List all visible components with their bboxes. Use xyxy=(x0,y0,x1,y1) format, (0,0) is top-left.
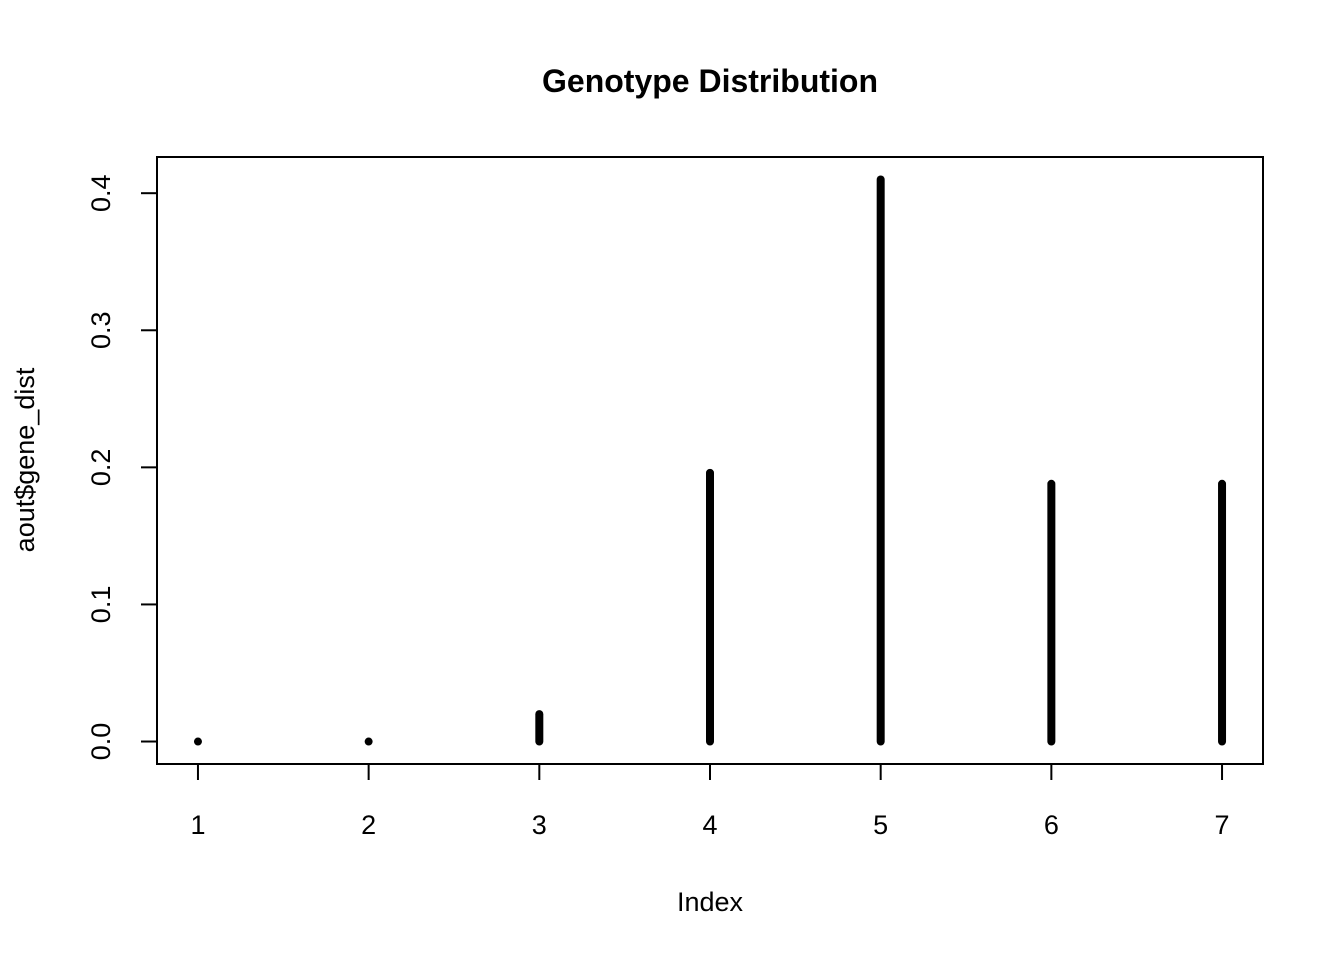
x-tick-label: 1 xyxy=(190,810,205,840)
chart-title: Genotype Distribution xyxy=(542,63,878,99)
x-tick-label: 3 xyxy=(532,810,547,840)
y-tick-label: 0.2 xyxy=(86,449,116,487)
y-tick-label: 0.0 xyxy=(86,723,116,761)
y-tick-label: 0.1 xyxy=(86,586,116,624)
x-tick-label: 7 xyxy=(1215,810,1230,840)
x-tick-label: 4 xyxy=(702,810,717,840)
y-axis: 0.0 0.1 0.2 0.3 0.4 xyxy=(86,174,158,761)
x-axis-label: Index xyxy=(677,887,744,917)
y-tick-label: 0.4 xyxy=(86,174,116,212)
x-tick-label: 2 xyxy=(361,810,376,840)
x-axis: 1 2 3 4 5 6 7 xyxy=(190,763,1230,840)
x-tick-label: 6 xyxy=(1044,810,1059,840)
x-tick-label: 5 xyxy=(873,810,888,840)
y-tick-label: 0.3 xyxy=(86,311,116,349)
y-axis-label: aout$gene_dist xyxy=(10,367,40,552)
bars-group xyxy=(193,175,1227,746)
